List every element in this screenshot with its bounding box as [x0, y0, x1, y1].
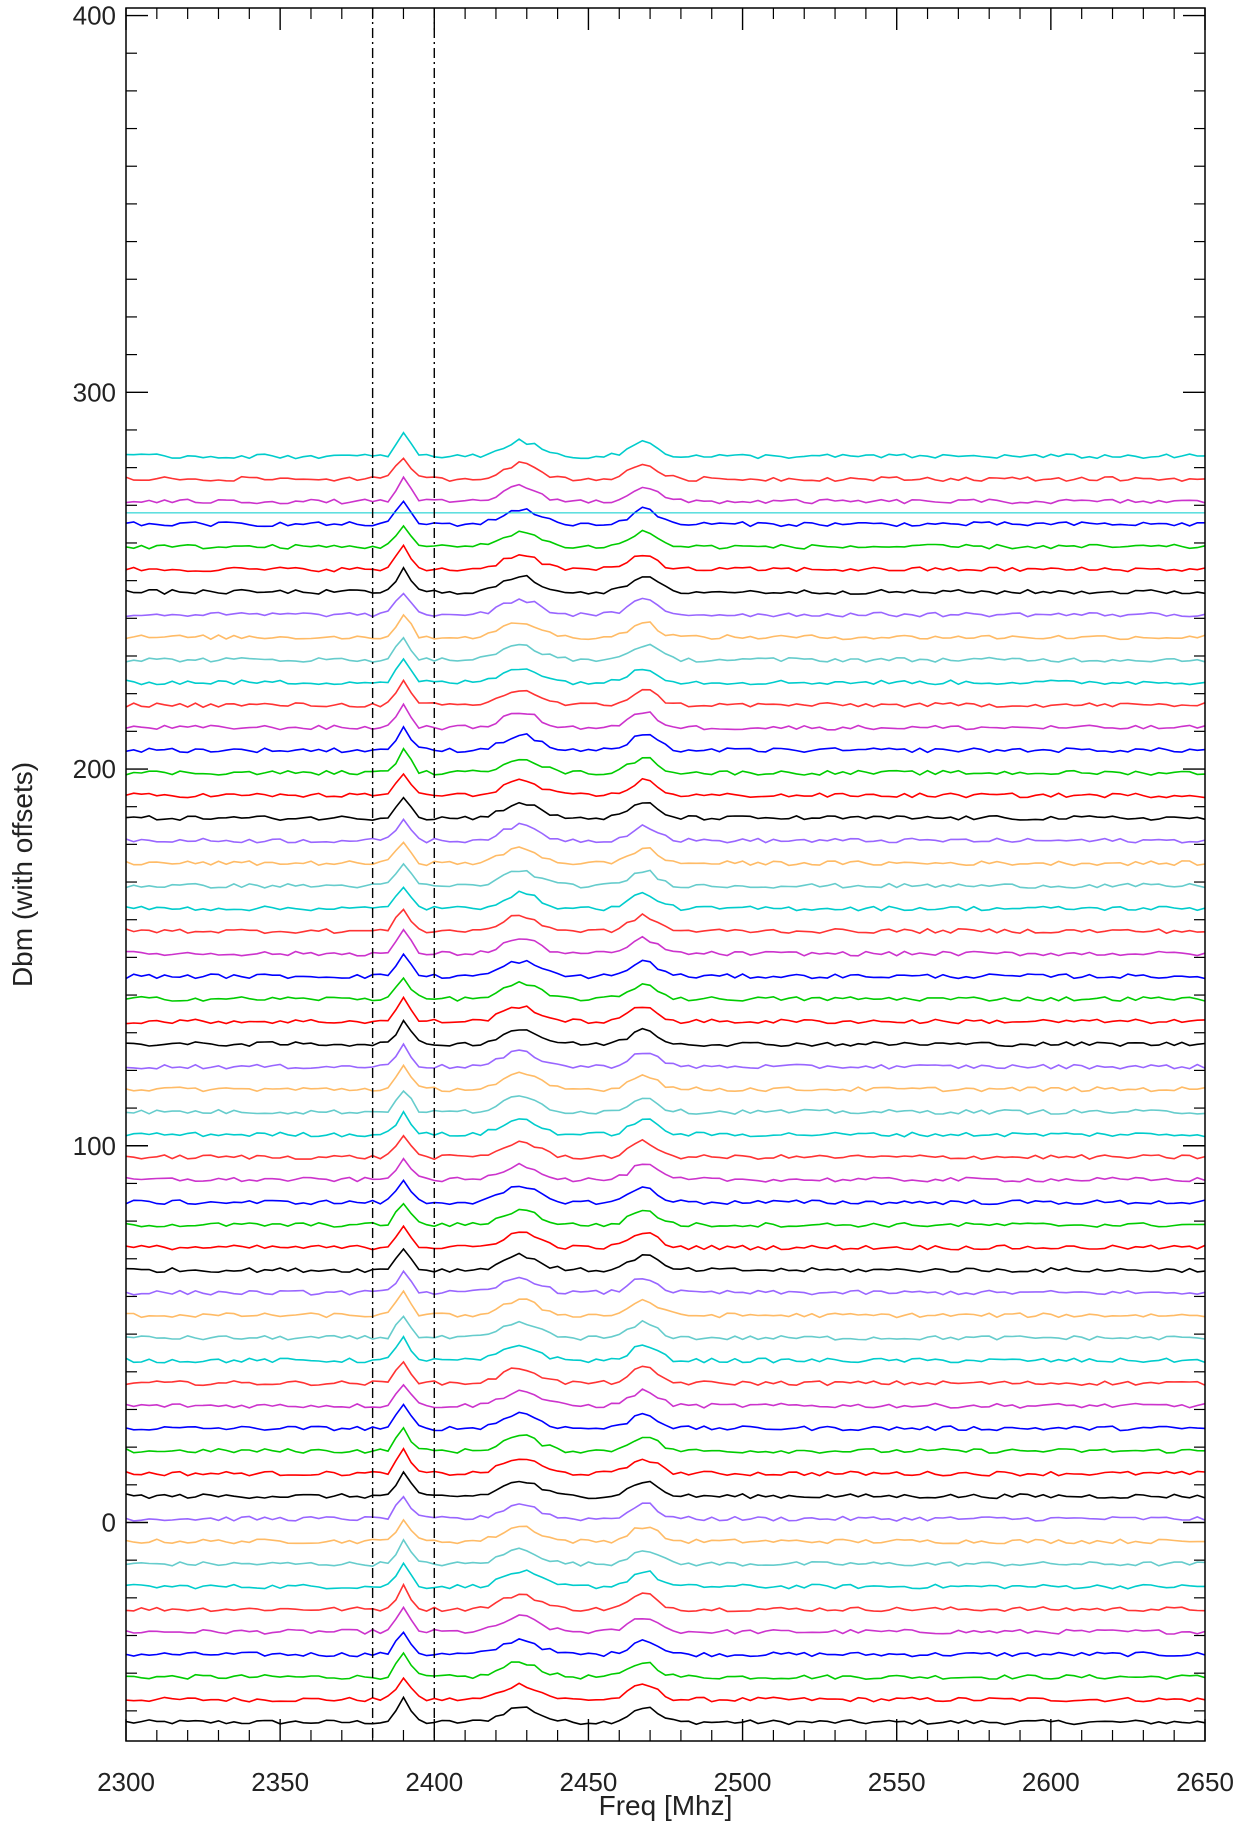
y-tick-label: 300 [73, 377, 116, 407]
series-line [125, 1179, 1206, 1206]
series-line [125, 1695, 1206, 1726]
series-line [125, 908, 1206, 935]
series-line [125, 636, 1206, 663]
label-layer: 2300 2350 2400 2450 2500 2550 2600 2650 0 100 200 3… [73, 1, 1234, 1797]
series-line [125, 1651, 1206, 1681]
y-tick-label: 400 [73, 1, 116, 31]
series-line [125, 1403, 1206, 1432]
series-line [125, 475, 1206, 505]
series-line [125, 524, 1206, 550]
series-line [125, 1676, 1206, 1703]
series-line [125, 702, 1206, 731]
series-line [125, 1605, 1206, 1635]
series-line [125, 1063, 1206, 1093]
series-line [125, 1110, 1206, 1138]
series-line [125, 1538, 1206, 1568]
x-axis-label: Freq [Mhz] [599, 1790, 733, 1821]
series-line [125, 1224, 1206, 1251]
series-line [125, 725, 1206, 754]
series-line [125, 1089, 1206, 1115]
series-line [125, 886, 1206, 912]
x-tick-label: 2450 [560, 1767, 618, 1797]
series-line [125, 657, 1206, 686]
series-line [125, 1042, 1206, 1070]
series-line [125, 1447, 1206, 1477]
series-line [125, 818, 1206, 844]
x-tick-label: 2550 [868, 1767, 926, 1797]
y-tick-label: 200 [73, 754, 116, 784]
x-tick-label: 2350 [251, 1767, 309, 1797]
series-line [125, 1561, 1205, 1590]
x-tick-label: 2500 [714, 1767, 772, 1797]
series-line [125, 1426, 1206, 1454]
series-layer [125, 431, 1206, 1726]
series-line [125, 952, 1206, 980]
series-line [125, 772, 1206, 799]
series-line [125, 1383, 1206, 1409]
series-line [125, 566, 1206, 596]
series-line [125, 431, 1206, 460]
series-line [125, 457, 1206, 483]
series-line [125, 841, 1206, 867]
series-line [125, 1335, 1206, 1364]
series-line [125, 1018, 1206, 1048]
series-line [125, 1630, 1206, 1658]
series-line [125, 1360, 1206, 1387]
series-line [125, 1495, 1206, 1522]
series-line [125, 747, 1206, 776]
series-line [125, 543, 1206, 573]
y-axis-label: Dbm (with offsets) [7, 762, 38, 987]
series-line [125, 1157, 1206, 1183]
x-tick-label: 2650 [1176, 1767, 1234, 1797]
x-tick-label: 2600 [1022, 1767, 1080, 1797]
series-line [126, 1289, 1206, 1319]
series-line [125, 1315, 1206, 1341]
series-line [125, 928, 1206, 957]
y-tick-label: 100 [73, 1131, 116, 1161]
series-line [125, 1247, 1206, 1274]
plot-frame [125, 7, 1206, 1742]
series-line [125, 1202, 1206, 1228]
series-line [125, 976, 1206, 1002]
tick-layer [125, 8, 1206, 1741]
marker-layer [371, 8, 435, 1741]
series-line [125, 678, 1206, 709]
y-tick-label: 0 [102, 1507, 116, 1537]
x-tick-label: 2300 [97, 1767, 155, 1797]
series-line [125, 1470, 1206, 1500]
x-tick-label: 2400 [405, 1767, 463, 1797]
series-line [125, 613, 1206, 641]
series-line [125, 862, 1206, 889]
series-line [125, 1582, 1206, 1613]
series-line [125, 1269, 1206, 1296]
series-line [125, 796, 1206, 822]
series-line [125, 995, 1206, 1025]
series-line [125, 1134, 1206, 1161]
series-line [125, 1518, 1205, 1545]
series-line [125, 499, 1205, 528]
series-line [125, 592, 1206, 618]
